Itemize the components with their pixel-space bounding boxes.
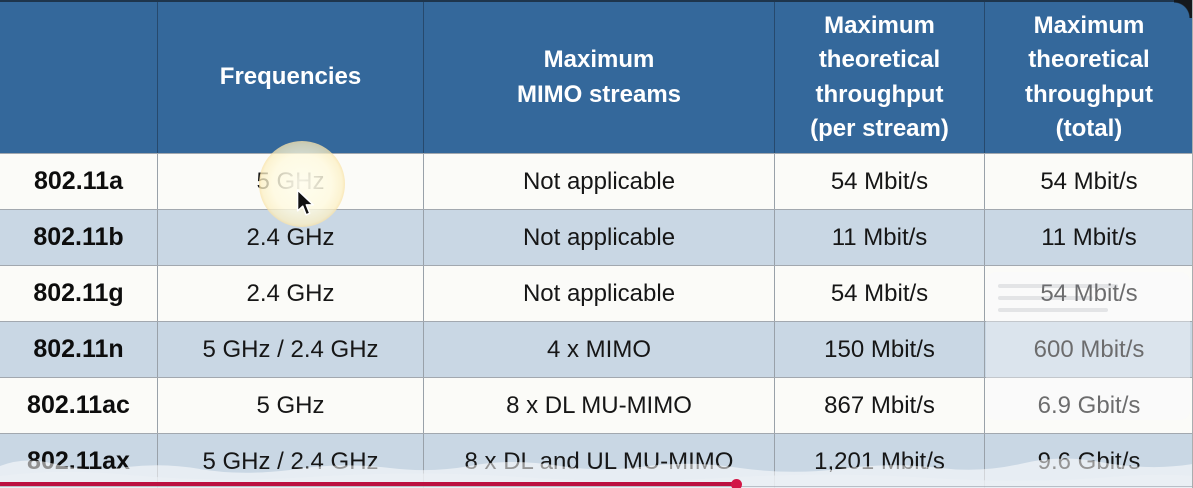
cell-total: 54 Mbit/s [984, 266, 1192, 321]
cell-total: 11 Mbit/s [984, 210, 1192, 265]
header-standard [0, 2, 157, 153]
header-mimo-streams: Maximum MIMO streams [423, 2, 774, 153]
cell-mimo: 4 x MIMO [423, 322, 774, 377]
video-progress-fill [0, 482, 735, 486]
cell-per-stream: 150 Mbit/s [774, 322, 984, 377]
video-progress-bar[interactable] [0, 479, 1192, 488]
cell-frequencies: 2.4 GHz [157, 266, 423, 321]
table-row-802-11ax: 802.11ax 5 GHz / 2.4 GHz 8 x DL and UL M… [0, 433, 1192, 488]
cell-standard: 802.11a [34, 167, 123, 195]
cell-mimo: Not applicable [423, 154, 774, 209]
cell-frequencies: 5 GHz [157, 154, 423, 209]
header-throughput-per-stream: Maximum theoretical throughput (per stre… [774, 2, 984, 153]
cell-per-stream: 54 Mbit/s [774, 154, 984, 209]
cell-mimo: Not applicable [423, 210, 774, 265]
cell-frequencies: 5 GHz / 2.4 GHz [157, 322, 423, 377]
cell-standard: 802.11n [33, 335, 124, 363]
cell-per-stream: 54 Mbit/s [774, 266, 984, 321]
cell-total: 9.6 Gbit/s [984, 434, 1192, 488]
cell-per-stream: 1,201 Mbit/s [774, 434, 984, 488]
cell-standard: 802.11b [33, 223, 124, 251]
cell-per-stream: 11 Mbit/s [774, 210, 984, 265]
cell-mimo: 8 x DL and UL MU-MIMO [423, 434, 774, 488]
cell-total: 6.9 Gbit/s [984, 378, 1192, 433]
video-playhead[interactable] [731, 479, 742, 488]
table-row-802-11b: 802.11b 2.4 GHz Not applicable 11 Mbit/s… [0, 209, 1192, 265]
cell-total: 54 Mbit/s [984, 154, 1192, 209]
table-row-802-11a: 802.11a 5 GHz Not applicable 54 Mbit/s 5… [0, 153, 1192, 209]
cell-standard: 802.11g [33, 279, 124, 307]
cell-standard: 802.11ac [27, 391, 130, 419]
cell-mimo: Not applicable [423, 266, 774, 321]
table-row-802-11ac: 802.11ac 5 GHz 8 x DL MU-MIMO 867 Mbit/s… [0, 377, 1192, 433]
cell-standard: 802.11ax [27, 447, 130, 475]
cell-total: 600 Mbit/s [984, 322, 1192, 377]
cell-frequencies: 2.4 GHz [157, 210, 423, 265]
cell-frequencies: 5 GHz [157, 378, 423, 433]
cell-frequencies: 5 GHz / 2.4 GHz [157, 434, 423, 488]
header-throughput-total: Maximum theoretical throughput (total) [984, 2, 1192, 153]
header-frequencies: Frequencies [157, 2, 423, 153]
table-header-row: Frequencies Maximum MIMO streams Maximum… [0, 0, 1192, 153]
cell-per-stream: 867 Mbit/s [774, 378, 984, 433]
table-row-802-11n: 802.11n 5 GHz / 2.4 GHz 4 x MIMO 150 Mbi… [0, 321, 1192, 377]
cell-mimo: 8 x DL MU-MIMO [423, 378, 774, 433]
table-row-802-11g: 802.11g 2.4 GHz Not applicable 54 Mbit/s… [0, 265, 1192, 321]
